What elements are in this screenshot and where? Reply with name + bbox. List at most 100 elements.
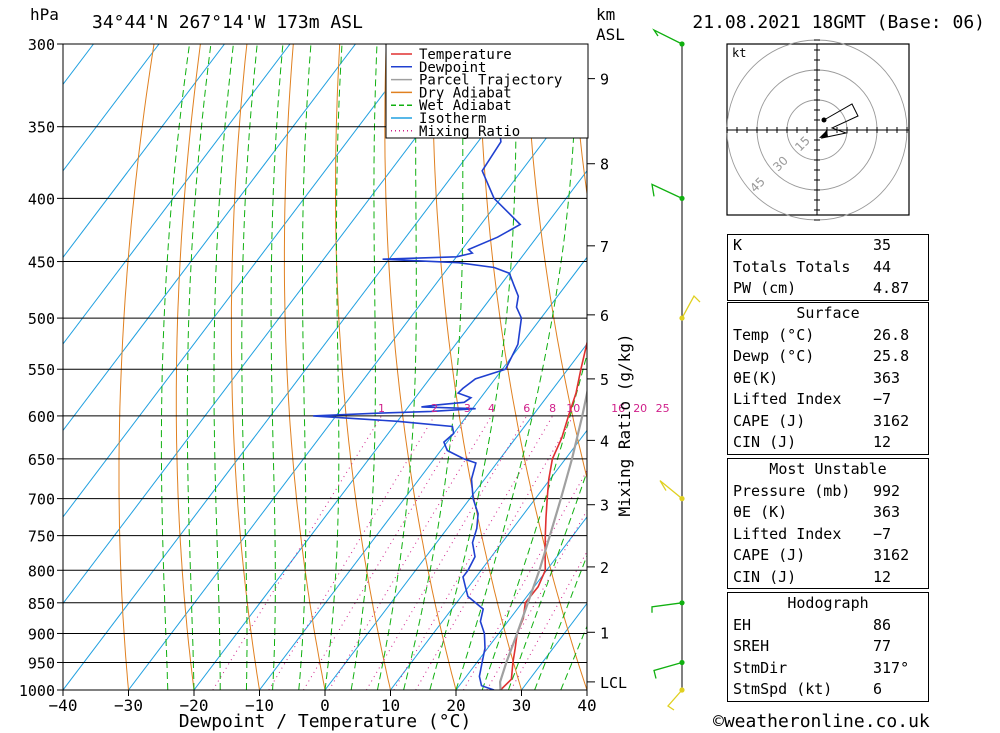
dry-adiabat-line: [230, 44, 260, 690]
isotherm-line: [63, 44, 553, 690]
x-tick-label: 10: [381, 696, 400, 715]
most-unstable-value: 363: [873, 503, 901, 521]
totals-row: Totals Totals 44: [728, 257, 928, 279]
y-tick-label: 700: [28, 491, 55, 509]
wind-barb: [681, 295, 701, 319]
x-tick-label: −20: [180, 696, 209, 715]
mixing-ratio-axis-label: Mixing Ratio (g/kg): [615, 333, 634, 516]
datetime-title: 21.08.2021 18GMT (Base: 06): [692, 12, 985, 33]
surface-table: Surface Temp (°C) 26.8 Dewp (°C) 25.8 θE(K) 36…: [727, 302, 929, 455]
wind-level-dot: [679, 600, 685, 606]
surface-key: Lifted Index: [733, 390, 842, 408]
wind-barb: [652, 28, 683, 45]
wind-level-dot: [679, 659, 685, 666]
mixing-ratio-label: 2: [431, 402, 438, 415]
x-axis-label: Dewpoint / Temperature (°C): [179, 711, 472, 732]
mixing-ratio-line: [328, 415, 492, 690]
x-axis-ticks: −40 −30 −20 −10 0 10 20 30 40: [49, 690, 597, 715]
isotherm-line: [63, 44, 356, 432]
surface-key: CIN (J): [733, 433, 797, 451]
mixing-ratio-line: [393, 415, 554, 690]
hodograph-table-value: 317°: [873, 658, 910, 677]
parcel-trajectory-line: [498, 388, 587, 690]
wind-barb: [659, 480, 683, 500]
surface-value: 25.8: [873, 347, 910, 365]
most-unstable-row: θE (K) 363: [728, 502, 928, 524]
surface-value: 3162: [873, 411, 910, 430]
x-tick-label: 30: [512, 696, 531, 715]
hodograph-storm-point: [821, 117, 827, 123]
km-tick-label: 4: [600, 432, 609, 450]
mixing-ratio-line: [268, 415, 435, 690]
km-unit-label: km: [596, 5, 615, 24]
x-tick-label: −40: [49, 696, 78, 715]
y-tick-label: 500: [28, 310, 55, 328]
surface-title: Surface: [796, 304, 860, 322]
y-tick-label: 550: [28, 361, 55, 379]
mixing-ratio-label: 1: [378, 402, 385, 415]
surface-row: Temp (°C) 26.8: [728, 325, 928, 347]
location-title: 34°44'N 267°14'W 173m ASL: [92, 12, 363, 33]
dry-adiabat-line: [384, 44, 457, 690]
mixing-ratio-line: [415, 415, 574, 690]
mixing-ratio-label: 25: [656, 402, 670, 415]
dewpoint-line: [313, 44, 523, 690]
surface-row: Dewp (°C) 25.8: [728, 346, 928, 368]
wet-adiabat-line: [160, 44, 190, 690]
isotherm-line: [128, 83, 587, 690]
km-tick-label: 8: [600, 156, 609, 174]
dry-adiabat-line: [175, 44, 201, 690]
most-unstable-row: CIN (J) 12: [728, 567, 928, 589]
legend-entry: Parcel Trajectory: [419, 73, 562, 89]
hodograph-table-title: Hodograph: [787, 594, 869, 612]
most-unstable-value: −7: [873, 524, 892, 543]
plot-frame: [62, 43, 588, 691]
surface-row: CAPE (J) 3162: [728, 411, 928, 433]
most-unstable-key: θE (K): [733, 503, 788, 521]
hodograph-table-row: StmDir 317°: [728, 658, 928, 680]
mixing-ratio-line: [365, 415, 528, 690]
wet-adiabat-line: [507, 470, 587, 690]
wind-barb: [667, 689, 683, 711]
totals-value: 44: [873, 257, 892, 276]
y-tick-label: 850: [28, 595, 55, 613]
wet-adiabat-line: [270, 44, 284, 690]
hodograph-trace: [820, 103, 859, 139]
mixing-ratio-label: 4: [488, 402, 495, 415]
mixing-ratio-lines: [212, 415, 587, 690]
x-tick-label: 40: [577, 696, 596, 715]
isotherm-line: [193, 170, 587, 690]
legend-entry: Temperature: [419, 47, 512, 63]
dry-adiabat-line: [990, 44, 1000, 690]
isotherm-line: [63, 44, 160, 172]
y-tick-label: 750: [28, 528, 55, 546]
isotherm-line: [0, 44, 28, 690]
most-unstable-title: Most Unstable: [769, 460, 887, 478]
surface-row: θE(K) 363: [728, 368, 928, 390]
hodograph-table-key: EH: [733, 615, 752, 634]
y-tick-label: 350: [28, 119, 55, 137]
y-tick-label: 600: [28, 408, 55, 426]
legend-entry: Isotherm: [419, 111, 486, 127]
dry-adiabat-line: [571, 44, 587, 198]
km-tick-label: 2: [600, 559, 609, 577]
hodograph-table-row: EH 86: [728, 615, 928, 637]
pw-row: PW (cm) 4.87: [728, 278, 928, 300]
mixing-ratio-label: 3: [464, 402, 471, 415]
x-tick-label: 20: [446, 696, 465, 715]
wet-adiabat-line: [241, 44, 258, 690]
y-tick-label: 1000: [19, 682, 55, 700]
km-tick-label: 7: [600, 238, 609, 256]
wet-adiabat-line: [324, 44, 343, 690]
hodograph-table-value: 77: [873, 637, 892, 655]
most-unstable-row: Pressure (mb) 992: [728, 481, 928, 503]
k-index-row: K 35: [728, 235, 928, 257]
km-tick-label: 9: [600, 71, 609, 89]
wind-barb: [651, 183, 683, 199]
isotherm-line: [63, 44, 291, 345]
mixing-ratio-label: 16: [611, 402, 625, 415]
most-unstable-row: CAPE (J) 3162: [728, 545, 928, 567]
y-axis-ticks: 300 350 400 450 500 550 600 650 700 750 800 850 900 9…: [19, 36, 63, 700]
mixing-ratio-label: 10: [566, 402, 580, 415]
